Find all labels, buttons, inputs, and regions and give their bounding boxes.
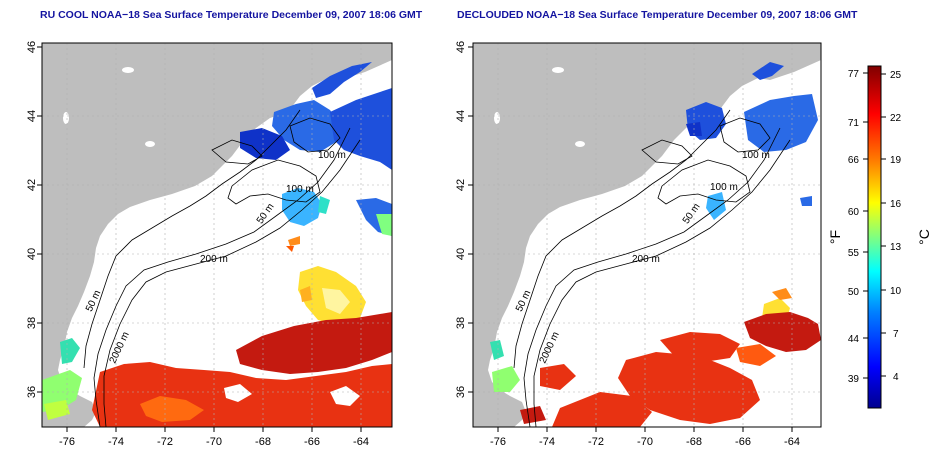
left-lon-labels: -76 -74 -72 -70 -68 -66 -64 <box>59 436 369 448</box>
c-tick-25: 25 <box>890 70 902 81</box>
left-map-panel: 100 m 100 m 50 m 200 m 50 m 2000 m 46 44… <box>26 41 393 448</box>
left-lat-40: 40 <box>26 248 38 260</box>
left-lon-70: -70 <box>206 436 222 448</box>
right-lon-72: -72 <box>588 436 604 448</box>
right-lat-46: 46 <box>455 41 467 53</box>
right-lat-36: 36 <box>455 386 467 398</box>
right-lat-42: 42 <box>455 179 467 191</box>
left-contour-label-200m: 200 m <box>200 254 228 265</box>
right-lat-38: 38 <box>455 317 467 329</box>
f-tick-55: 55 <box>848 248 860 259</box>
c-tick-13: 13 <box>890 242 902 253</box>
left-lon-64: -64 <box>353 436 369 448</box>
f-tick-77: 77 <box>848 69 860 80</box>
c-tick-10: 10 <box>890 286 902 297</box>
left-lon-72: -72 <box>157 436 173 448</box>
left-cold-water-north <box>312 62 372 98</box>
right-lat-44: 44 <box>455 110 467 122</box>
right-contour-label-100m-b: 100 m <box>710 182 738 193</box>
right-grid <box>473 43 821 427</box>
colorbar-fahrenheit-ticks: 77 71 66 60 55 50 44 39 <box>848 69 860 385</box>
right-map-area <box>473 43 821 427</box>
left-grid <box>42 43 392 427</box>
right-lon-68: -68 <box>686 436 702 448</box>
left-gulf-stream <box>236 312 392 374</box>
right-contour-label-200m: 200 m <box>632 254 660 265</box>
c-tick-19: 19 <box>890 155 902 166</box>
left-map-title: RU COOL NOAA−18 Sea Surface Temperature … <box>40 9 423 21</box>
colorbar-gradient <box>867 65 882 409</box>
c-tick-16: 16 <box>890 199 902 210</box>
c-tick-22: 22 <box>890 113 902 124</box>
left-contour-label-100m-b: 100 m <box>286 184 314 195</box>
colorbar-celsius-ticks: 25 22 19 16 13 10 7 4 <box>890 70 902 383</box>
right-cold-water-north <box>752 62 784 80</box>
colorbar-fahrenheit-label: °F <box>827 230 843 244</box>
colorbar: 77 71 66 60 55 50 44 39 25 22 19 16 13 1… <box>827 65 932 409</box>
left-contour-label-100m-a: 100 m <box>318 150 346 161</box>
f-tick-66: 66 <box>848 155 860 166</box>
right-lon-74: -74 <box>539 436 555 448</box>
left-lon-74: -74 <box>108 436 124 448</box>
c-tick-4: 4 <box>893 372 899 383</box>
right-land-mass <box>473 43 821 427</box>
left-lat-36: 36 <box>26 386 38 398</box>
left-lat-labels: 46 44 42 40 38 36 <box>26 41 38 398</box>
left-lat-46: 46 <box>26 41 38 53</box>
left-map-frame <box>41 42 393 428</box>
left-lat-44: 44 <box>26 110 38 122</box>
left-lon-68: -68 <box>255 436 271 448</box>
right-bathymetry <box>513 109 791 428</box>
colorbar-celsius-label: °C <box>916 229 932 245</box>
right-map-frame <box>472 42 822 428</box>
right-gulf-stream <box>744 312 821 352</box>
right-map-title: DECLOUDED NOAA−18 Sea Surface Temperatur… <box>457 9 858 21</box>
f-tick-44: 44 <box>848 334 860 345</box>
right-lon-76: -76 <box>490 436 506 448</box>
f-tick-39: 39 <box>848 374 860 385</box>
left-lon-76: -76 <box>59 436 75 448</box>
left-bathymetry <box>83 109 361 428</box>
left-lat-38: 38 <box>26 317 38 329</box>
left-lat-42: 42 <box>26 179 38 191</box>
right-lon-70: -70 <box>637 436 653 448</box>
f-tick-60: 60 <box>848 207 860 218</box>
right-map-panel: 100 m 100 m 50 m 200 m 50 m 2000 m 46 44… <box>455 41 822 448</box>
right-contour-label-100m-a: 100 m <box>742 150 770 161</box>
left-lon-66: -66 <box>304 436 320 448</box>
right-lon-labels: -76 -74 -72 -70 -68 -66 -64 <box>490 436 800 448</box>
right-lat-40: 40 <box>455 248 467 260</box>
right-lon-64: -64 <box>784 436 800 448</box>
right-lat-labels: 46 44 42 40 38 36 <box>455 41 467 398</box>
left-map-area <box>42 43 392 427</box>
f-tick-71: 71 <box>848 118 860 129</box>
c-tick-7: 7 <box>893 329 899 340</box>
right-lon-66: -66 <box>735 436 751 448</box>
left-land-mass <box>42 43 392 427</box>
f-tick-50: 50 <box>848 287 860 298</box>
